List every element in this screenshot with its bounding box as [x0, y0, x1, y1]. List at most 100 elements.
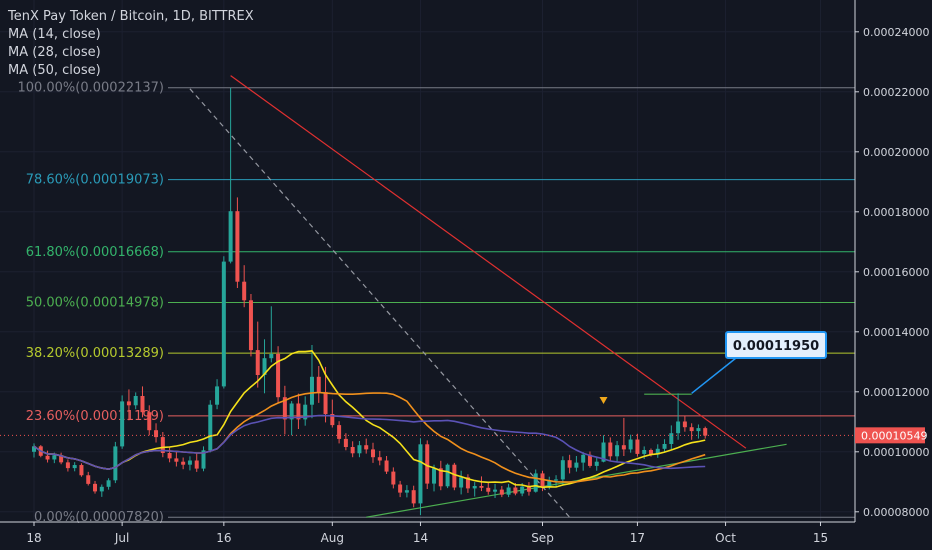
candle-body — [418, 444, 423, 504]
candle-body — [323, 392, 328, 414]
candle-body — [276, 354, 281, 398]
fib-label: 0.00%(0.00007820) — [34, 510, 164, 525]
price-tick-label: 0.00014000 — [863, 326, 929, 339]
time-tick-label: Aug — [321, 531, 344, 545]
candle-body — [445, 464, 450, 487]
candle-body — [662, 444, 667, 449]
candle-body — [506, 487, 511, 495]
candle-body — [289, 403, 294, 420]
candle-body — [113, 446, 118, 481]
candles — [32, 87, 708, 516]
candle-body — [194, 460, 199, 469]
candle-body — [459, 477, 464, 488]
price-tick-label: 0.00018000 — [863, 206, 929, 219]
candle-body — [133, 396, 138, 406]
candle-body — [574, 462, 579, 468]
candle-body — [32, 446, 36, 452]
price-tick-label: 0.00022000 — [863, 86, 929, 99]
price-tick-label: 0.00012000 — [863, 386, 929, 399]
candle-body — [377, 457, 382, 461]
candle-body — [99, 486, 104, 492]
candle-body — [676, 421, 681, 434]
candle-body — [167, 453, 172, 459]
candle-body — [526, 486, 531, 492]
candle-body — [52, 455, 57, 460]
trend-lines — [189, 75, 787, 518]
candle-body — [648, 450, 653, 455]
candle-body — [330, 414, 335, 426]
candle-body — [669, 433, 674, 444]
descending-resistance-line — [230, 75, 747, 449]
candle-body — [452, 464, 457, 488]
time-tick-label: 17 — [630, 531, 645, 545]
candle-body — [303, 404, 308, 420]
candle-body — [696, 428, 701, 432]
candle-body — [628, 439, 633, 450]
candle-body — [581, 454, 586, 463]
ma-14-legend: MA (14, close) — [8, 27, 101, 42]
candle-body — [160, 437, 165, 453]
fib-label: 100.00%(0.00022137) — [17, 81, 164, 96]
fib-diagonal-line — [189, 88, 571, 518]
candle-body — [255, 350, 260, 375]
candle-body — [493, 489, 498, 492]
candle-body — [486, 487, 491, 492]
candle-body — [316, 376, 321, 393]
candle-body — [72, 465, 77, 469]
fib-label: 23.60%(0.00011199) — [26, 409, 164, 424]
candle-body — [391, 471, 396, 485]
time-tick-label: Oct — [715, 531, 736, 545]
candle-body — [703, 428, 708, 436]
candle-body — [520, 486, 525, 494]
candle-body — [547, 480, 552, 487]
candle-body — [533, 473, 538, 492]
candle-body — [106, 480, 111, 487]
candle-body — [465, 477, 470, 489]
candle-body — [411, 490, 416, 504]
time-tick-label: 18 — [26, 531, 41, 545]
overlays: 0.00010549 0.00011950 — [0, 331, 927, 444]
candle-body — [438, 468, 443, 487]
candle-body — [262, 358, 267, 375]
fib-label: 78.60%(0.00019073) — [26, 173, 164, 188]
candle-body — [479, 486, 484, 488]
candle-body — [499, 489, 504, 495]
candle-body — [425, 444, 430, 484]
ma-28-legend: MA (28, close) — [8, 45, 101, 60]
candle-body — [337, 425, 342, 439]
marker-triangle-icon — [599, 397, 608, 404]
candle-body — [215, 386, 220, 405]
ascending-support-line — [366, 443, 787, 518]
ma-28-line — [33, 391, 706, 483]
candle-body — [398, 484, 403, 493]
time-tick-label: Jul — [114, 531, 129, 545]
candle-body — [282, 397, 287, 420]
candle-body — [147, 412, 152, 431]
price-tick-label: 0.00010000 — [863, 446, 929, 459]
candle-body — [635, 439, 640, 454]
fib-label: 38.20%(0.00013289) — [26, 346, 164, 361]
ma-50-legend: MA (50, close) — [8, 63, 101, 78]
candle-body — [208, 404, 213, 451]
candle-body — [126, 401, 131, 406]
candle-body — [187, 460, 192, 465]
time-tick-label: 14 — [413, 531, 428, 545]
candle-body — [404, 490, 409, 493]
candle-body — [201, 450, 206, 469]
candle-body — [296, 403, 301, 420]
candle-body — [181, 461, 186, 465]
last-price-label: 0.00010549 — [861, 429, 927, 442]
candle-body — [472, 486, 477, 489]
candle-body — [93, 483, 98, 492]
candle-body — [689, 427, 694, 432]
candle-body — [228, 211, 233, 262]
fib-label: 61.80%(0.00016668) — [26, 245, 164, 260]
candle-body — [601, 442, 606, 462]
candle-body — [594, 461, 599, 466]
candle-body — [621, 445, 626, 450]
candle-body — [154, 430, 159, 438]
callout-label: 0.00011950 — [733, 339, 819, 354]
candle-body — [120, 401, 125, 447]
